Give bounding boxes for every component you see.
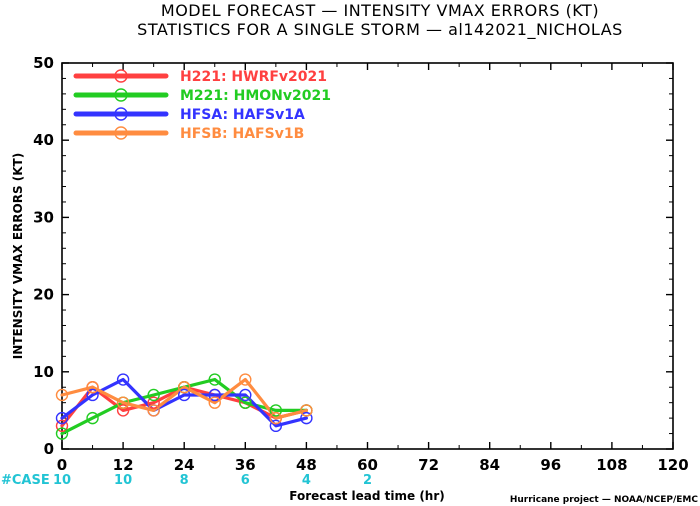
legend-marker-3 — [114, 126, 128, 140]
x-tick-label: 60 — [357, 456, 378, 474]
chart-title: MODEL FORECAST — INTENSITY VMAX ERRORS (… — [161, 1, 599, 20]
y-tick-label: 0 — [44, 440, 54, 458]
series-1-point — [239, 396, 252, 409]
y-axis-label: INTENSITY VMAX ERRORS (KT) — [11, 153, 25, 359]
case-count: 2 — [363, 473, 372, 488]
series-2-point — [269, 419, 283, 433]
legend-label-2: HFSA: HAFSv1A — [180, 107, 305, 123]
x-tick-label: 12 — [113, 456, 134, 474]
legend: H221: HWRFv2021 M221: HMONv2021 HFSA: HAFS… — [73, 69, 331, 142]
series-3-point — [177, 381, 191, 394]
plot-frame — [61, 62, 674, 450]
series-3-point — [208, 396, 221, 409]
footer-credit: Hurricane project — NOAA/NCEP/EMC — [510, 495, 699, 505]
x-tick-label: 48 — [296, 456, 317, 474]
legend-marker-2 — [114, 107, 128, 121]
series-3-point — [300, 404, 313, 417]
x-tick-label: 96 — [540, 456, 561, 474]
series-3-point — [116, 396, 130, 409]
x-tick-label: 120 — [657, 456, 688, 474]
x-tick-label: 36 — [235, 456, 256, 474]
case-counts: #CASE 10 10 8 6 4 2 — [1, 473, 372, 488]
series-1-point — [55, 427, 69, 440]
series-2-point — [300, 411, 313, 425]
x-tick-label: 84 — [479, 456, 500, 474]
y-tick-label: 20 — [33, 286, 54, 304]
case-label: #CASE — [1, 473, 50, 488]
y-tick-label: 10 — [33, 363, 54, 381]
case-count: 8 — [180, 473, 189, 488]
series-layer — [55, 373, 313, 440]
case-count: 10 — [53, 473, 71, 488]
x-tick-label: 108 — [596, 456, 627, 474]
legend-marker-1 — [114, 88, 128, 102]
series-0-point — [116, 404, 130, 417]
x-tick-label: 72 — [418, 456, 439, 474]
legend-marker-0 — [114, 69, 128, 83]
series-1-point — [147, 388, 160, 402]
series-0-point — [55, 419, 69, 433]
series-1-point — [86, 411, 99, 425]
series-2-point — [55, 411, 69, 425]
series-3-point — [86, 381, 99, 394]
series-2-point — [239, 388, 252, 402]
x-axis: 0 12 24 36 48 60 72 84 96 108 120 — [57, 63, 689, 474]
case-count: 6 — [241, 473, 250, 488]
case-count: 10 — [114, 473, 132, 488]
y-tick-label: 40 — [33, 131, 54, 149]
series-3-point — [147, 404, 160, 417]
legend-label-3: HFSB: HAFSv1B — [180, 126, 304, 142]
series-2-point — [116, 373, 130, 386]
case-count: 4 — [302, 473, 311, 488]
x-tick-label: 0 — [57, 456, 67, 474]
series-1-point — [269, 404, 283, 417]
x-axis-label: Forecast lead time (hr) — [289, 489, 445, 503]
series-3-point — [269, 411, 283, 425]
y-tick-label: 30 — [33, 208, 54, 226]
legend-label-1: M221: HMONv2021 — [180, 88, 331, 104]
series-2-point — [86, 388, 99, 402]
legend-label-0: H221: HWRFv2021 — [180, 69, 327, 85]
series-line-2 — [60, 377, 308, 428]
series-1-point — [208, 373, 221, 386]
series-3-point — [239, 373, 252, 386]
chart-subtitle: STATISTICS FOR A SINGLE STORM — al142021… — [137, 20, 623, 40]
y-tick-label: 50 — [33, 54, 54, 72]
x-tick-label: 24 — [174, 456, 195, 474]
series-2-point — [177, 388, 191, 402]
series-2-point — [208, 388, 221, 402]
series-0-point — [147, 396, 160, 409]
series-line-3 — [60, 377, 308, 420]
series-3-point — [55, 388, 69, 402]
